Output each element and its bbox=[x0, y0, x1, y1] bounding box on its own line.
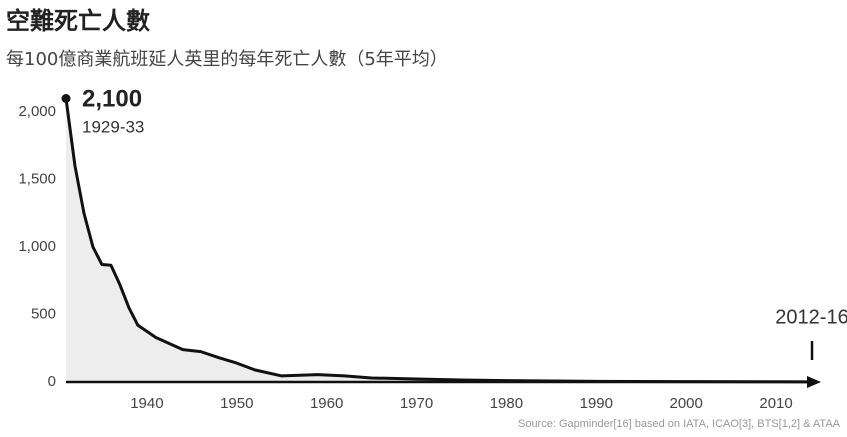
x-tick-label: 2000 bbox=[669, 395, 702, 412]
x-tick-label: 1940 bbox=[130, 395, 163, 412]
y-tick-label: 2,000 bbox=[18, 103, 56, 120]
x-tick-label: 2010 bbox=[759, 395, 792, 412]
annotation-period: 1929-33 bbox=[82, 117, 144, 136]
y-tick-label: 1,000 bbox=[18, 238, 56, 255]
annotation-value: 2,100 bbox=[82, 85, 142, 112]
x-tick-label: 1970 bbox=[400, 395, 433, 412]
x-tick-label: 1950 bbox=[220, 395, 253, 412]
y-tick-label: 1,500 bbox=[18, 170, 56, 187]
source: Source: Gapminder[16] based on IATA, ICA… bbox=[518, 418, 841, 430]
area bbox=[66, 98, 813, 382]
y-tick-label: 500 bbox=[31, 305, 56, 322]
y-tick-label: 0 bbox=[48, 373, 56, 390]
x-tick-label: 1990 bbox=[580, 395, 613, 412]
chart-title: 空難死亡人數 bbox=[6, 7, 150, 35]
start-dot bbox=[61, 94, 71, 103]
x-tick-label: 1960 bbox=[310, 395, 343, 412]
x-tick-label: 1980 bbox=[490, 395, 523, 412]
axis-arrow bbox=[807, 376, 821, 388]
annotation-period: 2012-16 bbox=[775, 306, 847, 328]
line bbox=[64, 98, 813, 384]
chart-subtitle: 每100億商業航班延人英里的每年死亡人數（5年平均） bbox=[6, 49, 448, 70]
